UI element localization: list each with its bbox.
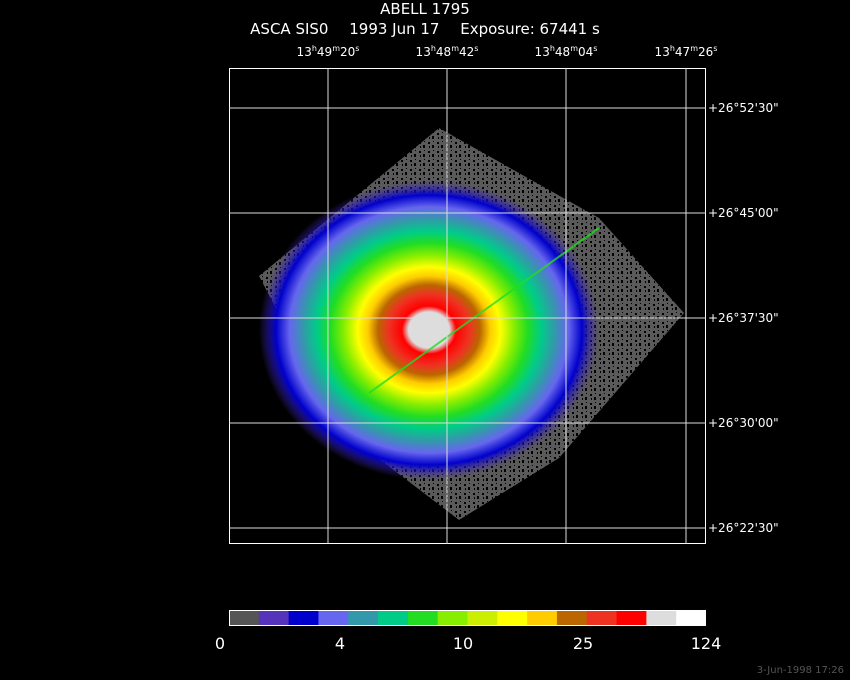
ra-tick-label: 13h47m26s: [654, 44, 718, 59]
colorbar-swatch: [676, 610, 706, 626]
readout-streak: [368, 227, 600, 394]
colorbar-swatch: [437, 610, 468, 626]
colorbar-swatch: [556, 610, 588, 626]
xray-image: [229, 68, 706, 544]
colorbar-swatch: [378, 610, 409, 626]
colorbar-label: 10: [452, 634, 474, 653]
colorbar-label: 124: [690, 634, 722, 653]
dec-tick-label: +26°37'30": [708, 311, 779, 325]
image-title: ABELL 1795: [380, 0, 470, 18]
colorbar-label: 4: [334, 634, 346, 653]
ra-tick-label: 13h48m04s: [534, 44, 598, 59]
instrument-label: ASCA SIS0: [250, 20, 329, 38]
dec-tick-label: +26°45'00": [708, 206, 779, 220]
colorbar-swatch: [586, 610, 618, 626]
dec-tick-label: +26°30'00": [708, 416, 779, 430]
colorbar-swatch: [616, 610, 647, 626]
observation-date: 1993 Jun 17: [349, 20, 440, 38]
ra-tick-label: 13h49m20s: [296, 44, 360, 59]
image-subtitle: ASCA SIS0 1993 Jun 17 Exposure: 67441 s: [0, 20, 850, 38]
cluster-emission: [259, 180, 599, 480]
colorbar-swatch: [318, 610, 349, 626]
colorbar-swatch: [407, 610, 439, 626]
colorbar-label: 0: [214, 634, 226, 653]
dec-tick-label: +26°52'30": [708, 101, 779, 115]
colorbar-swatch: [229, 610, 260, 626]
colorbar-swatch: [258, 610, 290, 626]
colorbar-swatch: [467, 610, 498, 626]
timestamp: 3-Jun-1998 17:26: [756, 665, 844, 676]
colorbar-swatch: [527, 610, 558, 626]
colorbar-swatch: [497, 610, 528, 626]
colorbar-border: [229, 610, 706, 626]
colorbar-label: 25: [572, 634, 594, 653]
colorbar-swatch: [288, 610, 319, 626]
coordinate-grid: [229, 68, 706, 544]
ra-tick-label: 13h48m42s: [415, 44, 479, 59]
colorbar-swatch: [646, 610, 677, 626]
exposure-label: Exposure: 67441 s: [460, 20, 600, 38]
colorbar-swatch: [348, 610, 379, 626]
dec-tick-label: +26°22'30": [708, 521, 779, 535]
colorbar: [229, 610, 706, 626]
